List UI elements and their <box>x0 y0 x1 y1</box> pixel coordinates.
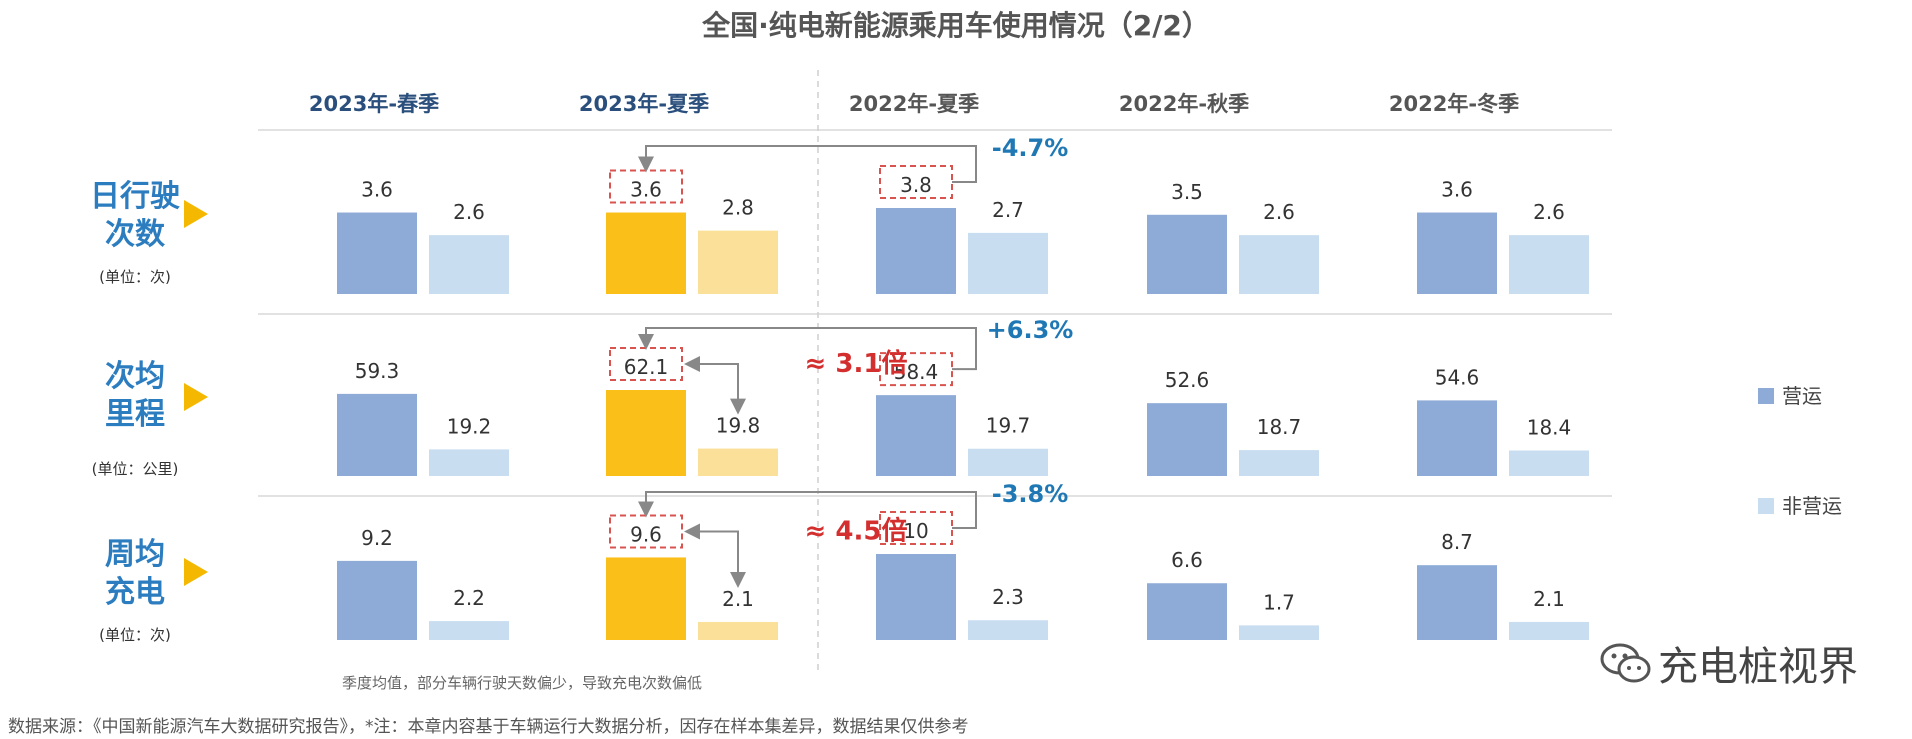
bar-non-operating <box>1509 235 1589 294</box>
highlight-box <box>879 352 953 387</box>
arrow-icon <box>184 558 208 586</box>
metric-label-daily-trips: 日行驶 次数 <box>90 179 180 252</box>
change-label: -4.7% <box>992 134 1069 162</box>
data-label: 59.3 <box>355 359 400 383</box>
season-note: 季度均值，部分车辆行驶天数偏少，导致充电次数偏低 <box>342 674 703 692</box>
change-label: +6.3% <box>987 316 1074 344</box>
data-label: 3.6 <box>1441 178 1473 202</box>
data-label: 3.5 <box>1171 180 1203 204</box>
data-label: 8.7 <box>1441 530 1473 554</box>
chart-title: 全国·纯电新能源乘用车使用情况（2/2） <box>702 9 1210 42</box>
bar-non-operating <box>1239 235 1319 294</box>
data-label: 18.7 <box>1257 415 1302 439</box>
data-label: 62.1 <box>624 355 669 379</box>
data-label: 2.7 <box>992 198 1024 222</box>
bar-operating <box>1147 583 1227 640</box>
bar-non-operating <box>968 232 1048 294</box>
data-label: 2.8 <box>722 196 754 220</box>
data-label: 3.6 <box>630 178 662 202</box>
legend-swatch-non-operating <box>1758 498 1774 514</box>
bar-operating <box>337 560 417 640</box>
data-label: 19.8 <box>716 414 761 438</box>
data-label: 3.6 <box>361 178 393 202</box>
bar-non-operating <box>698 621 778 640</box>
bar-operating <box>1417 212 1497 294</box>
data-label: 2.1 <box>1533 587 1565 611</box>
bar-operating <box>337 212 417 294</box>
bar-non-operating <box>698 230 778 294</box>
bar-non-operating <box>429 621 509 640</box>
ratio-label: ≈ 3.1倍 <box>805 348 908 379</box>
bar-operating <box>1147 214 1227 294</box>
data-label: 54.6 <box>1435 365 1480 389</box>
data-label: 2.3 <box>992 585 1024 609</box>
bar-operating <box>1417 565 1497 640</box>
bar-non-operating <box>1509 621 1589 640</box>
bar-non-operating <box>1239 450 1319 476</box>
bar-non-operating <box>968 448 1048 476</box>
bar-non-operating <box>429 235 509 294</box>
bar-operating <box>606 557 686 640</box>
highlight-box <box>879 511 953 545</box>
column-header-2023-spring: 2023年-春季 <box>308 92 440 116</box>
legend-label-operating: 营运 <box>1782 384 1822 408</box>
bar-operating <box>1147 403 1227 476</box>
metric-unit-weekly-charging: (单位：次) <box>99 626 171 644</box>
metric-unit-daily-trips: (单位：次) <box>99 268 171 286</box>
data-label: 9.2 <box>361 526 393 550</box>
bar-non-operating <box>429 449 509 476</box>
metric-label-weekly-charging: 周均 充电 <box>105 537 165 610</box>
column-header-2022-summer: 2022年-夏季 <box>848 92 980 116</box>
ratio-connector <box>686 530 746 588</box>
data-label: 1.7 <box>1263 590 1295 614</box>
data-label: 9.6 <box>630 522 662 546</box>
brand-watermark: 充电桩视界 <box>1598 634 1858 692</box>
bar-operating <box>606 390 686 476</box>
bar-operating <box>876 208 956 294</box>
wechat-icon <box>1600 643 1651 683</box>
bar-operating <box>876 554 956 640</box>
data-label: 19.7 <box>986 414 1031 438</box>
data-label: 2.6 <box>1263 200 1295 224</box>
bar-non-operating <box>968 620 1048 640</box>
data-label: 6.6 <box>1171 548 1203 572</box>
data-label: 2.1 <box>722 587 754 611</box>
data-label: 10 <box>903 519 928 543</box>
bar-operating <box>606 212 686 294</box>
change-label: -3.8% <box>992 480 1069 508</box>
data-label: 3.8 <box>900 173 932 197</box>
bar-operating <box>876 395 956 476</box>
bar-operating <box>337 393 417 476</box>
data-source: 数据来源：《中国新能源汽车大数据研究报告》，*注：本章内容基于车辆运行大数据分析… <box>8 717 969 737</box>
arrow-icon <box>184 200 208 228</box>
bar-non-operating <box>698 448 778 476</box>
comparison-connector <box>638 145 977 183</box>
metric-unit-avg-mileage: (单位：公里) <box>91 460 179 478</box>
bar-non-operating <box>1509 450 1589 476</box>
column-header-2022-winter: 2022年-冬季 <box>1388 92 1520 116</box>
legend-label-non-operating: 非营运 <box>1782 494 1842 518</box>
column-header-2023-summer: 2023年-夏季 <box>578 92 710 116</box>
column-header-2022-autumn: 2022年-秋季 <box>1118 92 1250 116</box>
highlight-box <box>879 165 953 199</box>
metric-label-avg-mileage: 次均 里程 <box>105 359 165 432</box>
comparison-connector <box>638 327 977 371</box>
data-label: 19.2 <box>447 414 492 438</box>
data-label: 58.4 <box>894 360 939 384</box>
data-label: 18.4 <box>1527 416 1572 440</box>
brand-text: 充电桩视界 <box>1658 644 1858 690</box>
ratio-connector <box>686 363 746 415</box>
arrow-icon <box>184 383 208 411</box>
data-label: 2.6 <box>1533 200 1565 224</box>
data-label: 52.6 <box>1165 368 1210 392</box>
comparison-connector <box>638 491 977 529</box>
bar-operating <box>1417 400 1497 476</box>
data-label: 2.2 <box>453 586 485 610</box>
ratio-label: ≈ 4.5倍 <box>805 515 908 546</box>
bar-non-operating <box>1239 625 1319 640</box>
data-label: 2.6 <box>453 200 485 224</box>
legend-swatch-operating <box>1758 388 1774 404</box>
